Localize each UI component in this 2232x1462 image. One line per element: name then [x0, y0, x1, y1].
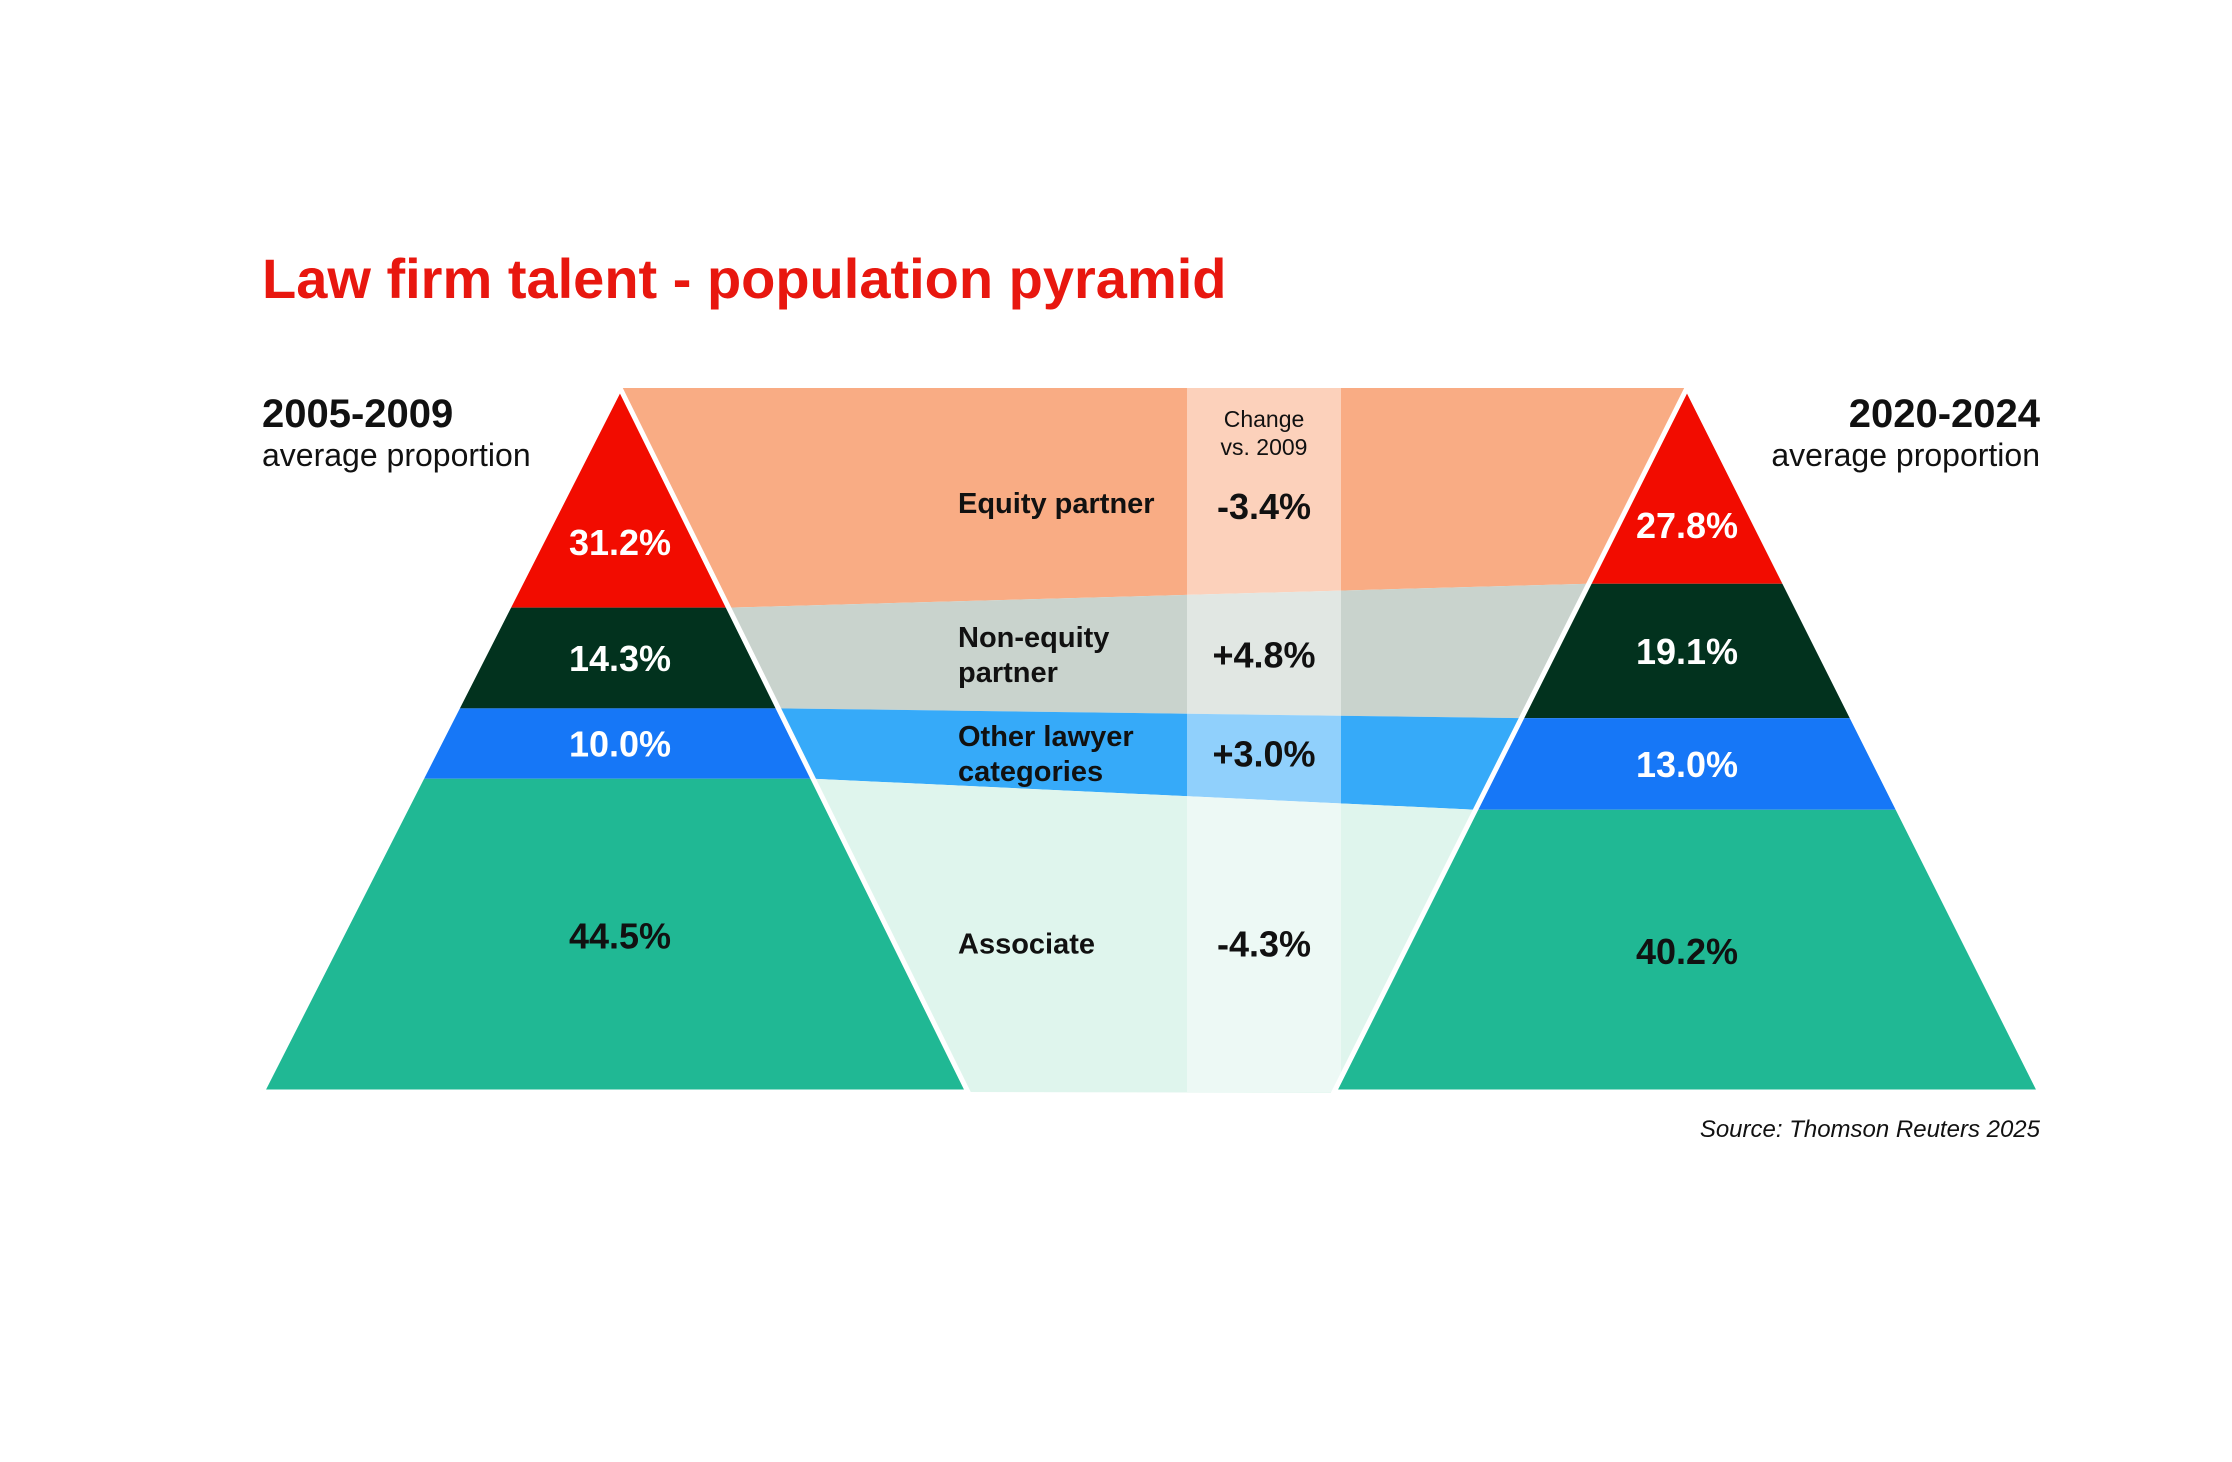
- left-pyramid: 31.2% 14.3% 10.0% 44.5%: [257, 382, 973, 1095]
- source-note: Source: Thomson Reuters 2025: [1700, 1116, 2041, 1143]
- left-segment-equity_partner: [508, 388, 729, 608]
- chart-title: Law firm talent - population pyramid: [262, 247, 1227, 310]
- left-segment-non_equity_partner: [457, 607, 779, 709]
- right-segment-equity_partner: [1588, 388, 1786, 584]
- left-value-associate: 44.5%: [569, 915, 671, 956]
- left-period-label: 2005-2009: [262, 392, 453, 436]
- right-segment-other_lawyer: [1475, 718, 1899, 810]
- left-pyramid-outline: [257, 382, 973, 1095]
- change-value-other_lawyer: +3.0%: [1212, 734, 1315, 775]
- category-label-other_lawyer-line-2: categories: [958, 756, 1103, 788]
- right-pyramid-outline: [1329, 382, 2045, 1095]
- right-value-equity_partner: 27.8%: [1636, 505, 1738, 546]
- change-value-associate: -4.3%: [1217, 923, 1311, 964]
- band-associate: [813, 778, 1476, 1093]
- right-value-non_equity_partner: 19.1%: [1636, 631, 1738, 672]
- left-segment-associate: [262, 778, 968, 1092]
- right-period-label: 2020-2024: [1849, 392, 2041, 436]
- category-label-non_equity_partner-line-2: partner: [958, 657, 1058, 689]
- right-value-associate: 40.2%: [1636, 931, 1738, 972]
- right-segment-associate: [1333, 809, 2041, 1093]
- change-column-highlight: [1187, 388, 1341, 1092]
- category-label-other_lawyer-line-1: Other lawyer: [958, 721, 1134, 753]
- left-value-non_equity_partner: 14.3%: [569, 638, 671, 679]
- right-segment-non_equity_partner: [1521, 583, 1853, 719]
- left-value-other_lawyer: 10.0%: [569, 724, 671, 765]
- category-label-non_equity_partner-line-1: Non-equity: [958, 622, 1109, 654]
- right-value-other_lawyer: 13.0%: [1636, 744, 1738, 785]
- category-label-associate: Associate: [958, 928, 1095, 960]
- right-pyramid: 27.8% 19.1% 13.0% 40.2%: [1329, 382, 2045, 1095]
- connector-bands: [620, 388, 1687, 1093]
- left-period-sublabel: average proportion: [262, 437, 531, 473]
- change-value-equity_partner: -3.4%: [1217, 486, 1311, 527]
- right-period-sublabel: average proportion: [1771, 437, 2040, 473]
- change-header-line-1: Change: [1224, 406, 1305, 432]
- left-segment-other_lawyer: [421, 708, 814, 779]
- band-non_equity_partner: [728, 583, 1589, 719]
- left-value-equity_partner: 31.2%: [569, 522, 671, 563]
- change-value-non_equity_partner: +4.8%: [1212, 634, 1315, 675]
- band-other_lawyer: [778, 708, 1522, 810]
- category-label-equity_partner: Equity partner: [958, 488, 1155, 520]
- band-equity_partner: [620, 388, 1687, 608]
- change-header-line-2: vs. 2009: [1221, 434, 1308, 460]
